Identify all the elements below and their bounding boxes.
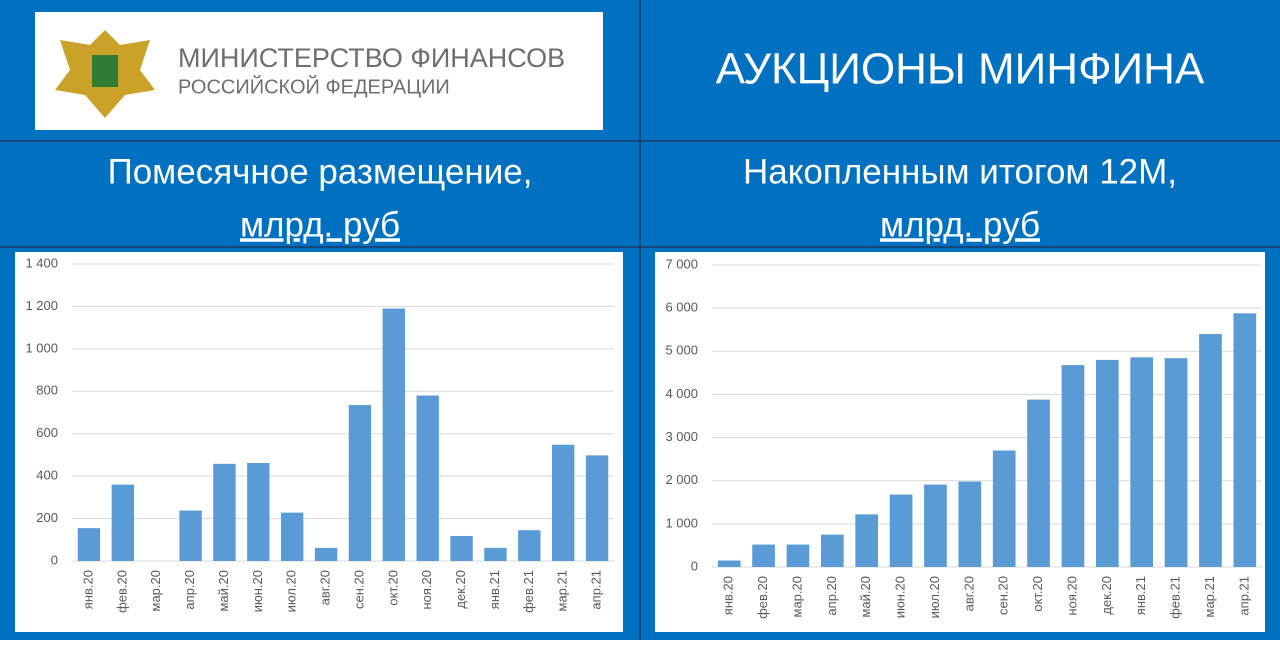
y-tick-label: 600 <box>36 425 58 440</box>
bar <box>924 484 947 567</box>
x-tick-label: янв.21 <box>1133 576 1148 615</box>
bar <box>111 484 134 561</box>
bar <box>585 455 609 561</box>
chart-title: Помесячное размещение, <box>108 152 533 191</box>
bar <box>992 450 1016 567</box>
bar <box>314 547 338 561</box>
x-tick-label: окт.20 <box>385 570 400 606</box>
x-tick-label: июн.20 <box>250 570 265 612</box>
bar <box>1027 399 1050 567</box>
y-tick-label: 1 400 <box>25 255 58 270</box>
y-tick-label: 2 000 <box>665 472 698 487</box>
x-tick-label: фев.21 <box>1168 576 1183 619</box>
x-tick-label: дек.20 <box>453 570 468 609</box>
x-tick-label: ноя.20 <box>419 570 434 610</box>
bar <box>416 395 439 561</box>
x-tick-label: апр.20 <box>824 576 839 616</box>
bar <box>1095 359 1119 567</box>
y-tick-label: 5 000 <box>665 343 698 358</box>
x-tick-label: мар.21 <box>1202 576 1217 617</box>
x-tick-label: май.20 <box>216 570 231 612</box>
x-tick-label: янв.20 <box>721 576 736 615</box>
x-tick-label: июл.20 <box>927 576 942 618</box>
x-tick-label: май.20 <box>858 576 873 618</box>
chart-area <box>655 252 1265 632</box>
emblem-shield <box>92 55 118 87</box>
bar <box>1199 334 1222 567</box>
chart-area <box>15 252 623 632</box>
x-tick-label: июн.20 <box>893 576 908 618</box>
bar <box>786 544 810 567</box>
y-tick-label: 4 000 <box>665 386 698 401</box>
chart-subtitle: млрд. руб <box>240 205 400 244</box>
chart-title: Накопленным итогом 12М, <box>743 152 1177 191</box>
x-tick-label: авг.20 <box>961 576 976 611</box>
x-tick-label: янв.21 <box>487 570 502 609</box>
y-tick-label: 6 000 <box>665 300 698 315</box>
bar <box>717 560 741 567</box>
y-tick-label: 200 <box>36 510 58 525</box>
bar <box>518 530 541 561</box>
bar <box>820 534 844 567</box>
ministry-name: МИНИСТЕРСТВО ФИНАНСОВ <box>178 43 565 73</box>
bar <box>77 528 101 561</box>
x-tick-label: фев.20 <box>755 576 770 619</box>
x-tick-label: сен.20 <box>351 570 366 609</box>
bar <box>484 547 507 561</box>
y-tick-label: 1 200 <box>25 298 58 313</box>
bar <box>247 462 270 561</box>
x-tick-label: апр.21 <box>1236 576 1251 616</box>
x-tick-label: сен.20 <box>996 576 1011 615</box>
x-tick-label: мар.21 <box>555 570 570 611</box>
y-tick-label: 0 <box>51 552 58 567</box>
x-tick-label: апр.21 <box>589 570 604 610</box>
x-tick-label: фев.20 <box>114 570 129 613</box>
bar <box>1233 313 1257 567</box>
y-tick-label: 1 000 <box>25 340 58 355</box>
y-tick-label: 1 000 <box>665 515 698 530</box>
y-tick-label: 0 <box>691 558 698 573</box>
bar <box>179 510 202 561</box>
x-tick-label: ноя.20 <box>1064 576 1079 616</box>
bar <box>281 512 304 561</box>
x-tick-label: июл.20 <box>284 570 299 612</box>
emblem <box>55 30 155 118</box>
bar <box>348 405 372 561</box>
bar <box>889 494 913 567</box>
slide-title: АУКЦИОНЫ МИНФИНА <box>716 45 1205 94</box>
x-tick-label: авг.20 <box>318 570 333 605</box>
x-tick-label: фев.21 <box>521 570 536 613</box>
x-tick-label: янв.20 <box>80 570 95 609</box>
x-tick-label: мар.20 <box>148 570 163 611</box>
bar <box>1061 365 1085 567</box>
ministry-name: РОССИЙСКОЙ ФЕДЕРАЦИИ <box>178 74 450 98</box>
bar <box>1130 357 1154 567</box>
bar <box>213 463 236 561</box>
y-tick-label: 400 <box>36 468 58 483</box>
x-tick-label: апр.20 <box>182 570 197 610</box>
y-tick-label: 3 000 <box>665 429 698 444</box>
bar <box>382 308 405 561</box>
y-tick-label: 800 <box>36 383 58 398</box>
bar <box>752 544 775 567</box>
bar <box>450 535 473 561</box>
bar <box>552 444 575 561</box>
y-tick-label: 7 000 <box>665 256 698 271</box>
x-tick-label: мар.20 <box>789 576 804 617</box>
bar <box>1164 358 1188 567</box>
x-tick-label: дек.20 <box>1099 576 1114 615</box>
x-tick-label: окт.20 <box>1030 576 1045 612</box>
bar <box>958 481 982 567</box>
chart-subtitle: млрд. руб <box>880 205 1040 244</box>
bar <box>855 514 879 567</box>
